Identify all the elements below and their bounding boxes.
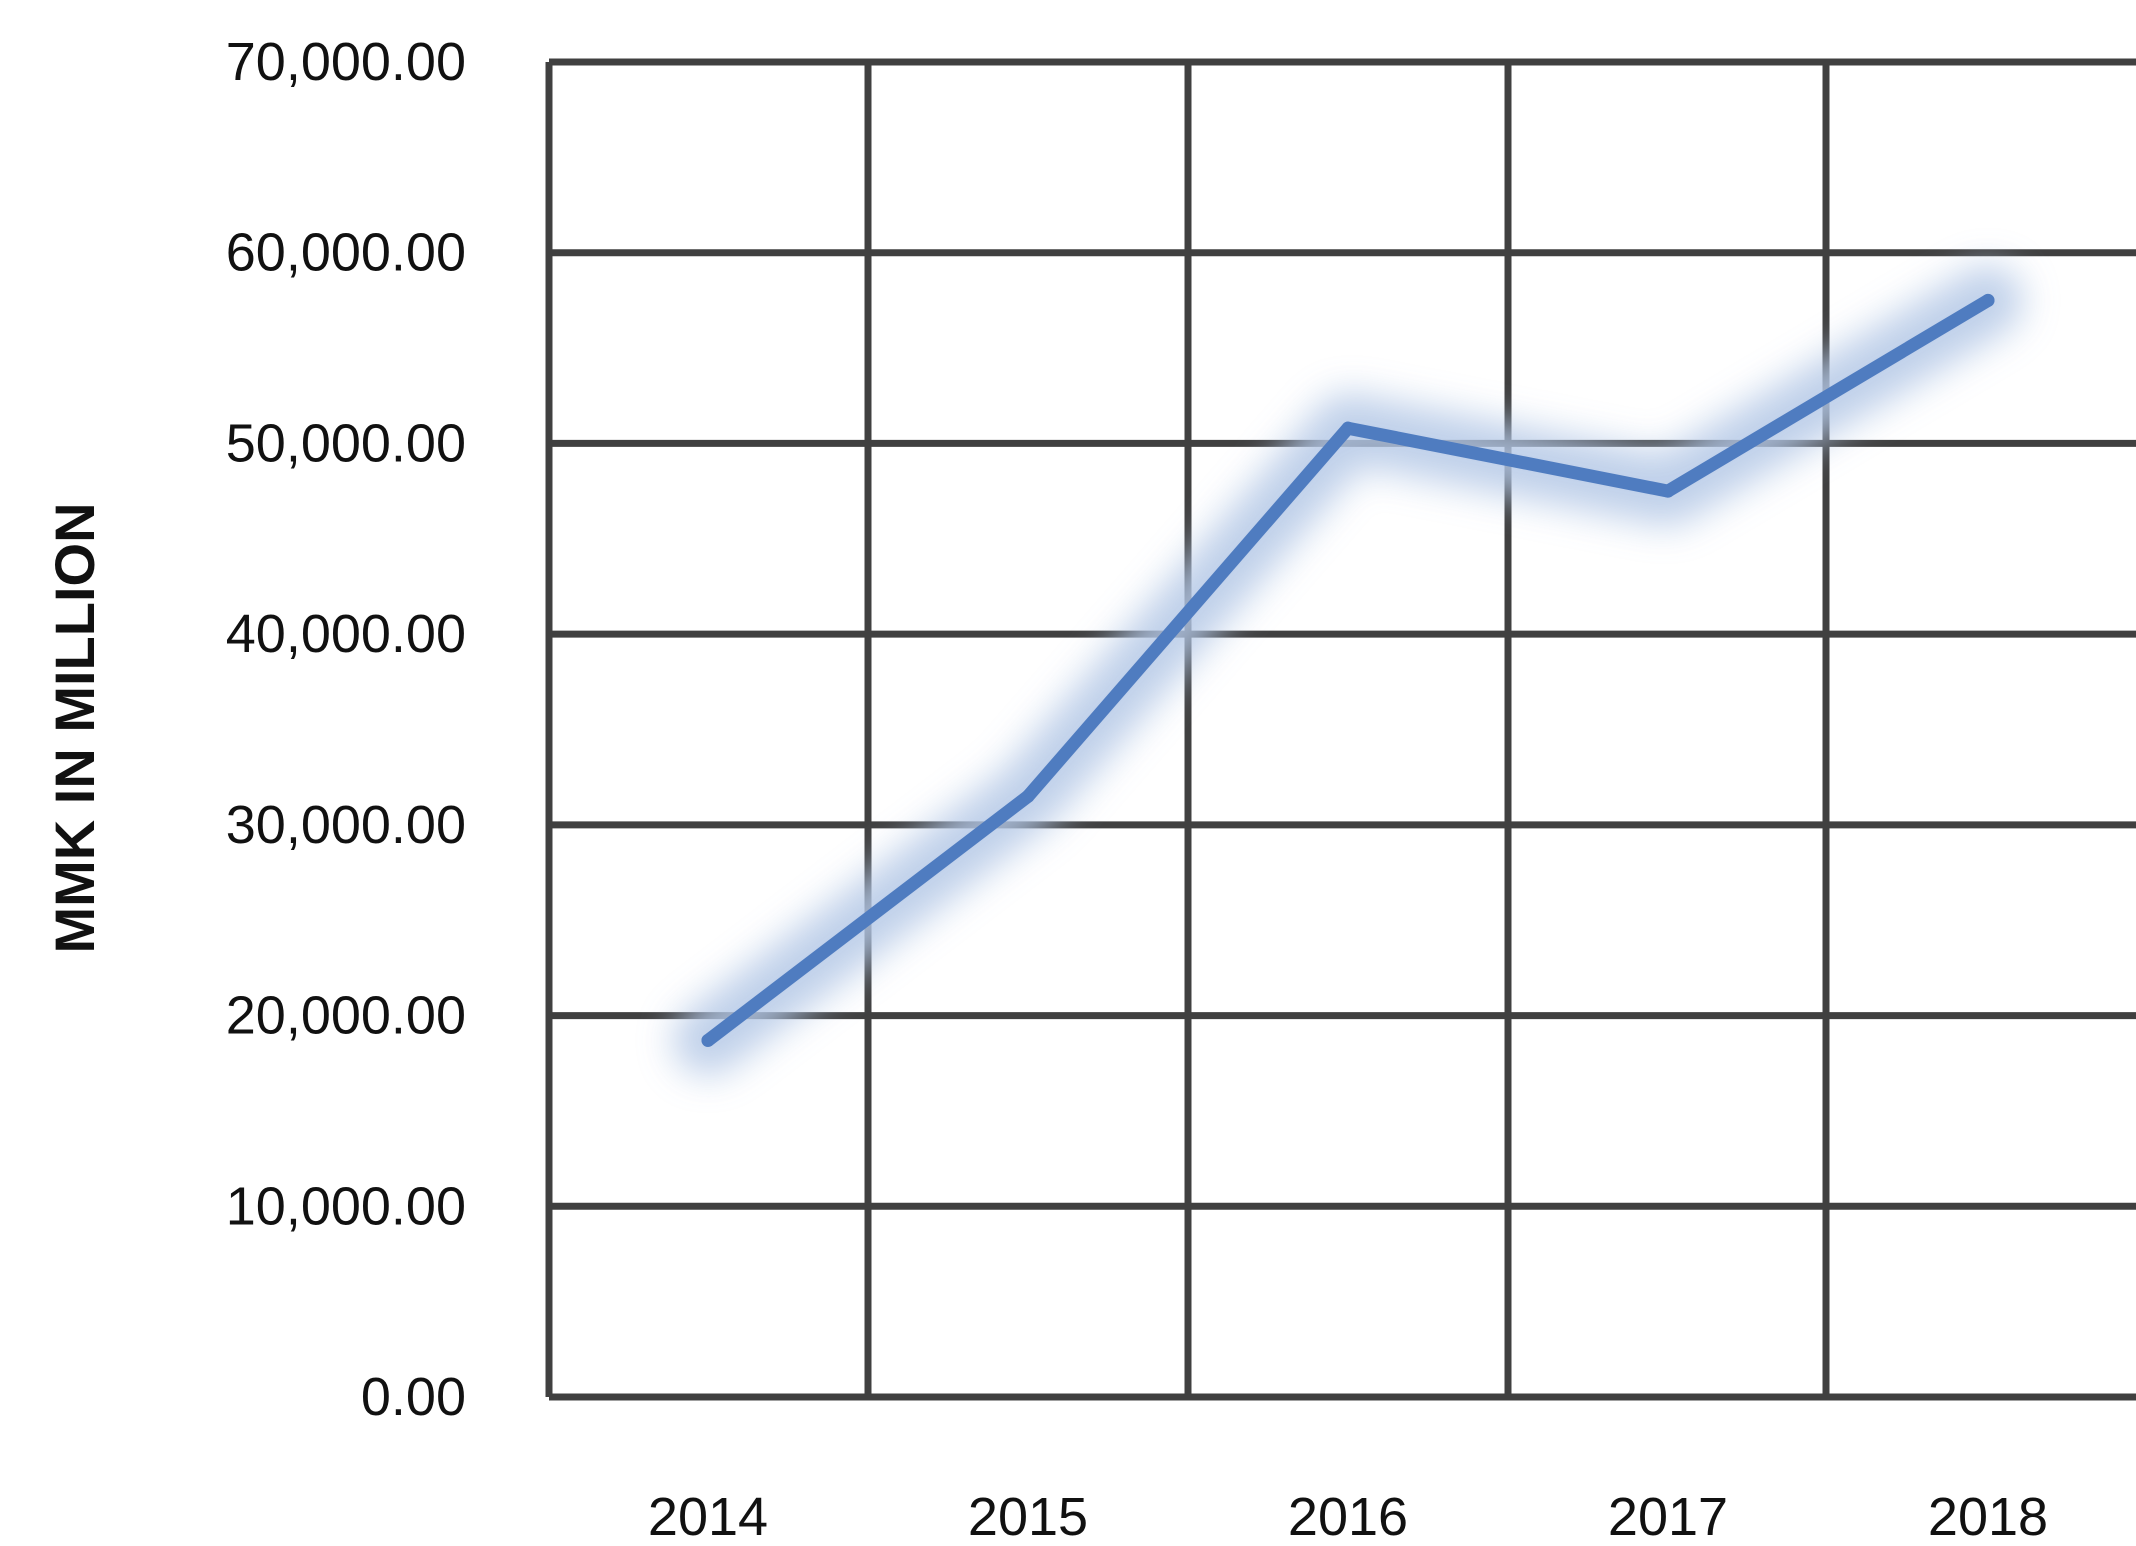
series (673, 265, 2023, 1076)
grid (545, 58, 2136, 1401)
x-tick-label: 2015 (968, 1487, 1088, 1546)
x-tick-label: 2017 (1608, 1487, 1728, 1546)
y-tick-label: 30,000.00 (226, 795, 466, 855)
data-point (1341, 421, 1355, 435)
x-tick-label: 2014 (648, 1487, 768, 1546)
x-axis-tick-labels: 2014 2015 2016 2017 2018 (648, 1487, 2048, 1546)
y-tick-label: 40,000.00 (226, 604, 466, 664)
y-tick-label: 0.00 (361, 1367, 466, 1427)
y-tick-label: 10,000.00 (226, 1176, 466, 1236)
data-point (1021, 789, 1035, 803)
data-point (1981, 293, 1995, 307)
x-tick-label: 2016 (1288, 1487, 1408, 1546)
y-tick-label: 50,000.00 (226, 413, 466, 473)
y-axis-tick-labels: 0.00 10,000.00 20,000.00 30,000.00 40,000.00… (226, 32, 466, 1427)
data-point (1661, 484, 1675, 498)
y-axis-title: MMK IN MILLION (43, 502, 106, 953)
y-tick-label: 20,000.00 (226, 986, 466, 1046)
data-point (701, 1033, 715, 1047)
x-tick-label: 2018 (1928, 1487, 2048, 1546)
y-tick-label: 60,000.00 (226, 223, 466, 283)
y-tick-label: 70,000.00 (226, 32, 466, 92)
